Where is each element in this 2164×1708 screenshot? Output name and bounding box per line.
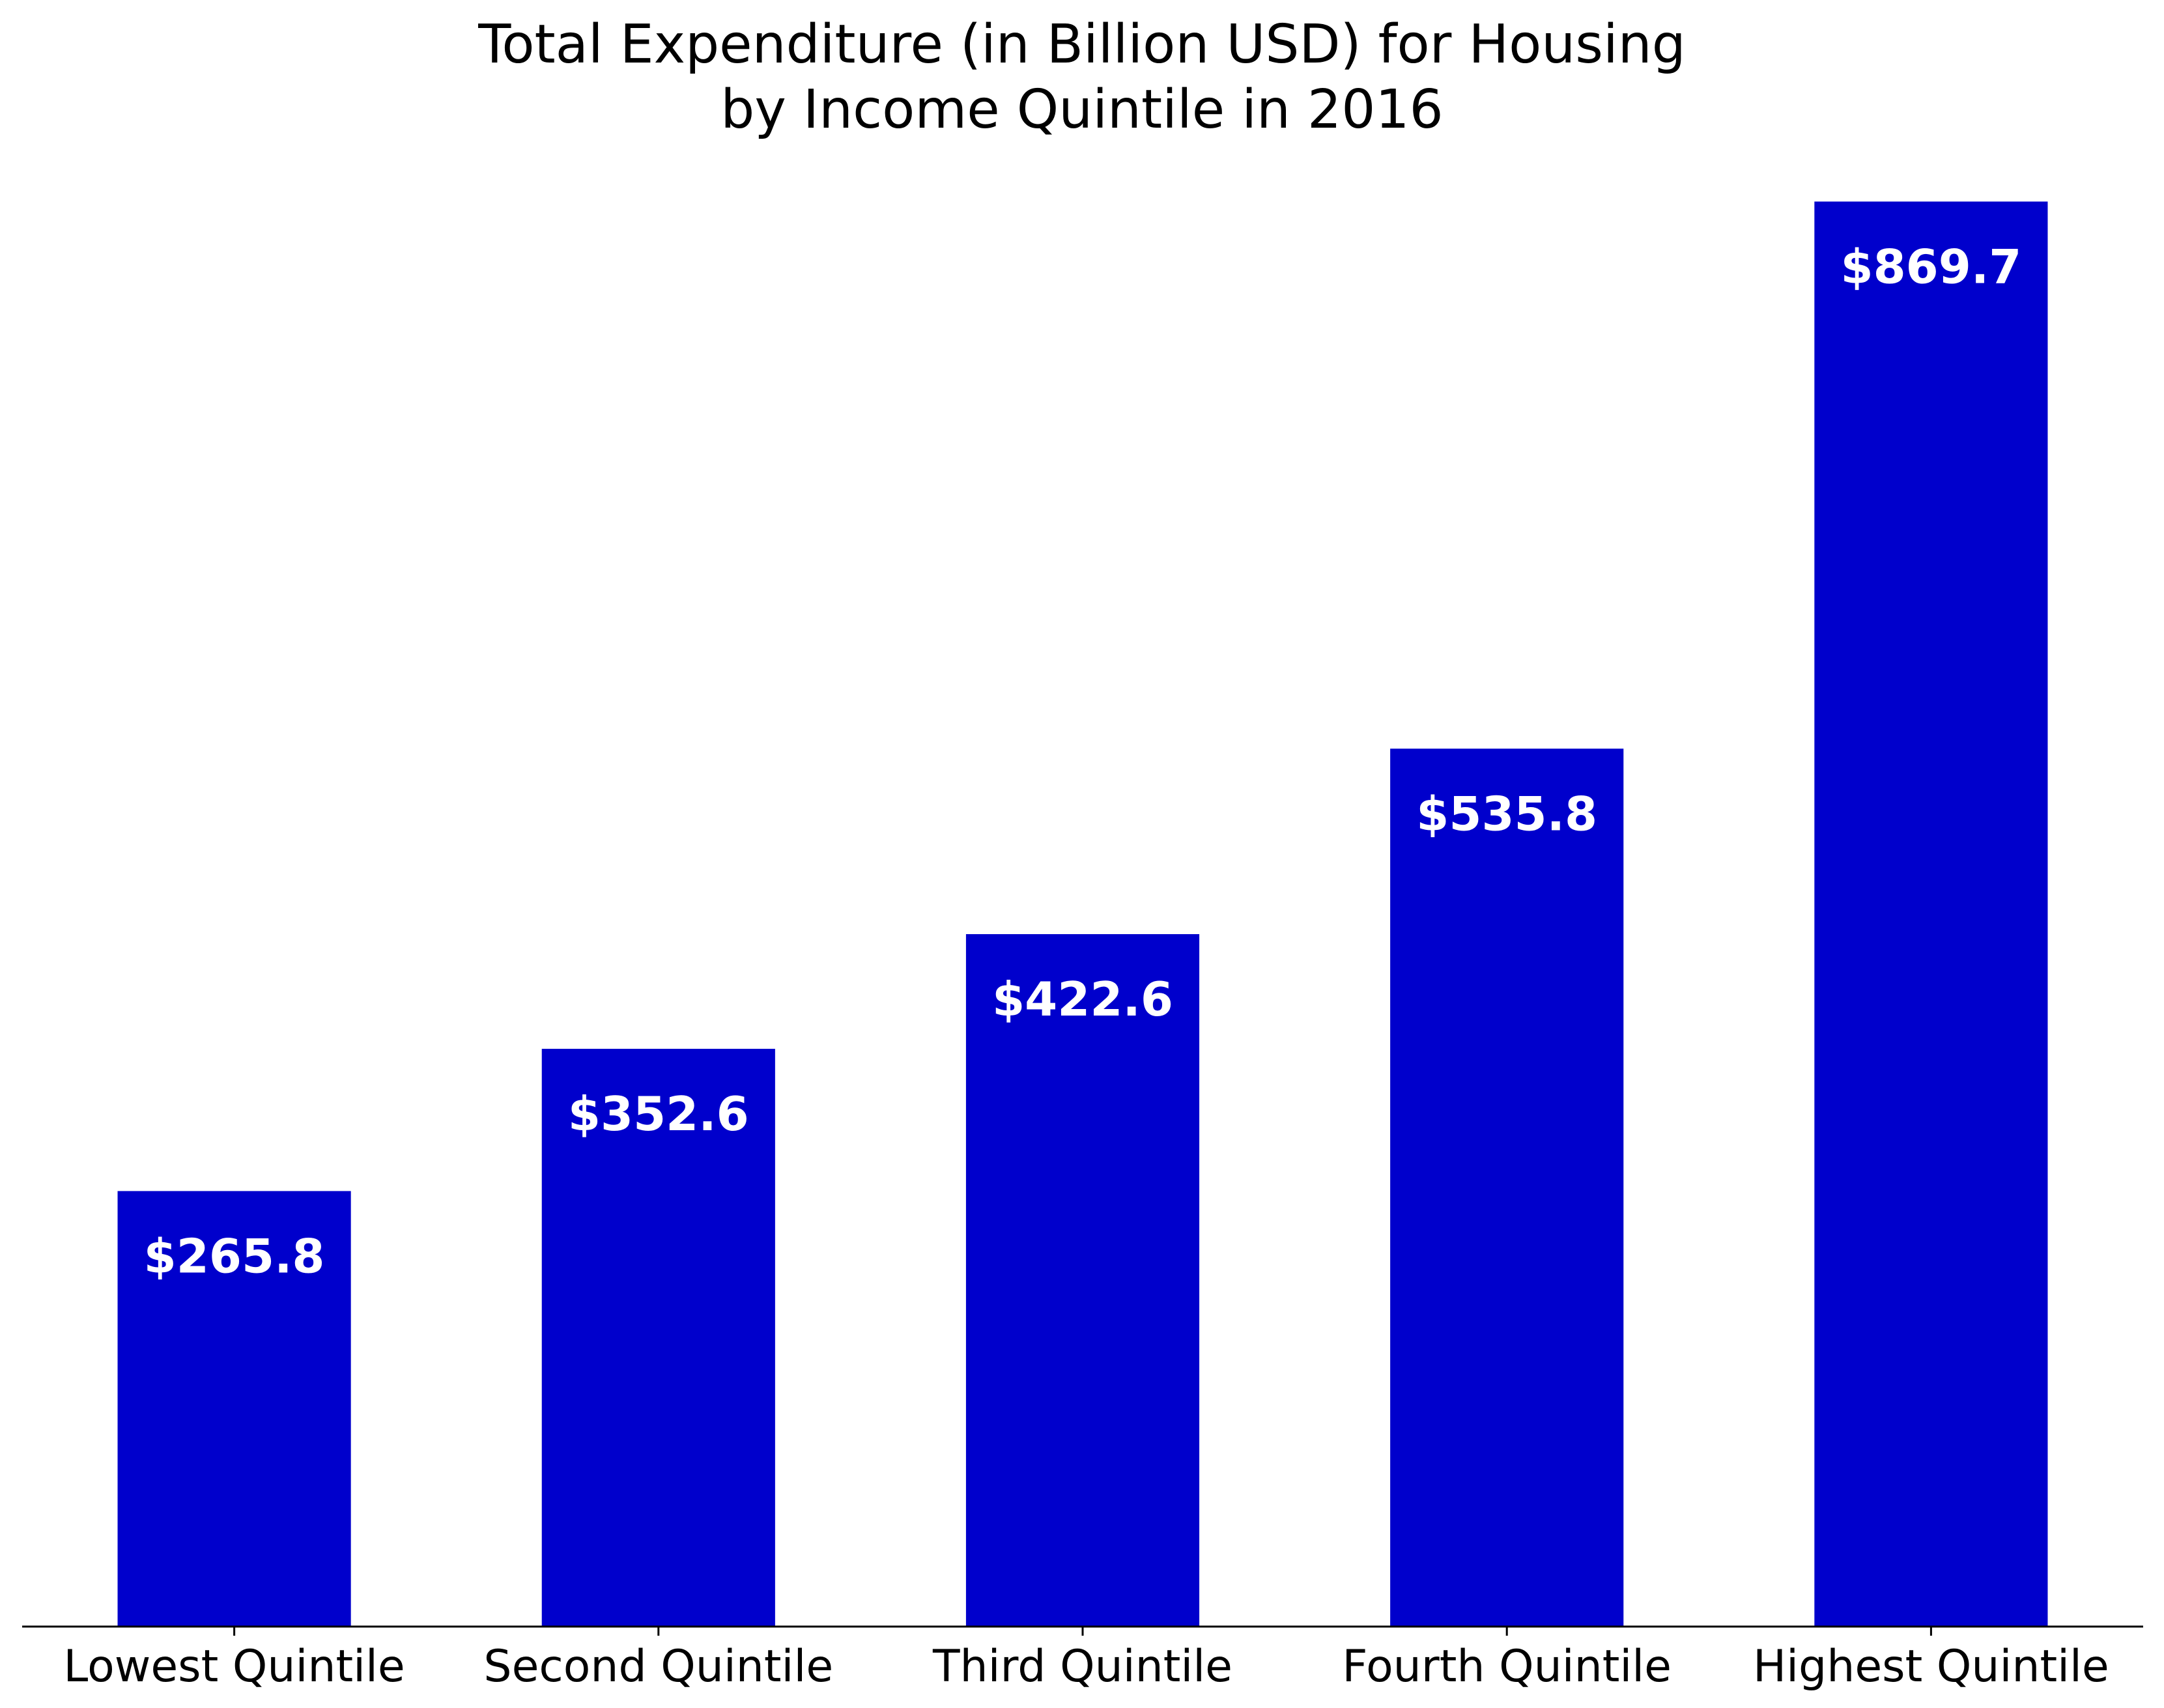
x-tick-label-1: Lowest Quintile [63, 1641, 405, 1692]
bar-value-labels: $265.8 $352.6 $422.6 $535.8 $869.7 [144, 239, 2022, 1283]
chart-title-line-2: by Income Quintile in 2016 [720, 79, 1443, 141]
x-axis-tick-labels: Lowest Quintile Second Quintile Third Quin… [63, 1641, 2109, 1692]
x-tick-label-2: Second Quintile [483, 1641, 833, 1692]
bar-value-label-5: $869.7 [1840, 239, 2021, 294]
bar-4 [1390, 748, 1624, 1627]
chart-title-line-1: Total Expenditure (in Billion USD) for H… [477, 14, 1686, 76]
bar-2 [541, 1049, 775, 1627]
bar-value-label-4: $535.8 [1416, 786, 1597, 841]
bars-group [117, 201, 2048, 1627]
bar-value-label-1: $265.8 [144, 1229, 325, 1283]
x-tick-label-4: Fourth Quintile [1342, 1641, 1672, 1692]
bar-3 [965, 934, 1200, 1627]
x-axis-ticks [233, 1627, 1932, 1636]
chart-title: Total Expenditure (in Billion USD) for H… [477, 14, 1686, 141]
bar-value-label-2: $352.6 [568, 1087, 749, 1141]
x-tick-label-3: Third Quintile [932, 1641, 1232, 1692]
bar-value-label-3: $422.6 [992, 972, 1173, 1027]
x-tick-label-5: Highest Quintile [1753, 1641, 2109, 1692]
bar-1 [117, 1191, 351, 1627]
bar-5 [1814, 201, 2048, 1627]
